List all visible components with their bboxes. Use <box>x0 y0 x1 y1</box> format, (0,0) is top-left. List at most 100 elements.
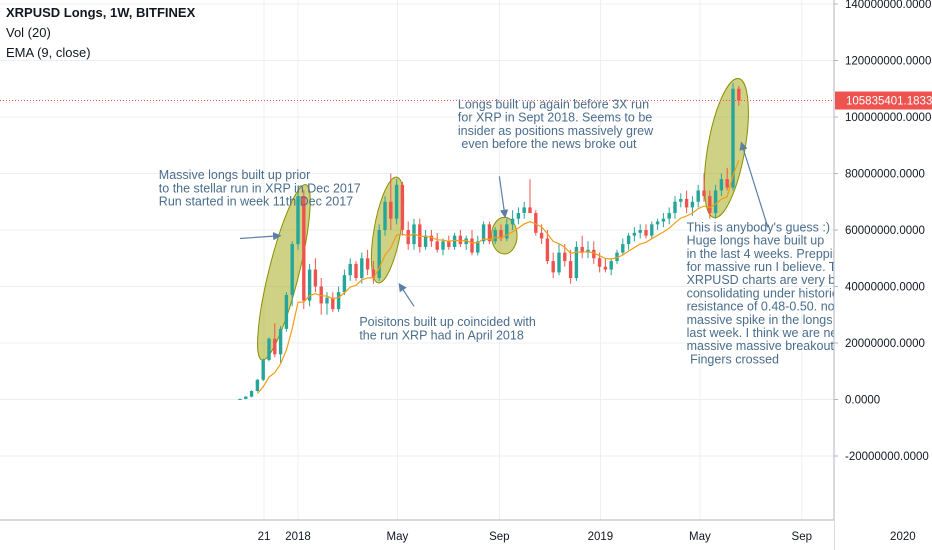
x-tick-label: May <box>689 531 711 543</box>
annotation-arrow <box>739 141 769 228</box>
annotation-line: Massive longs built up prior <box>159 168 310 182</box>
candle-body <box>719 179 724 191</box>
candle-body <box>348 263 352 276</box>
candle-body <box>731 88 735 188</box>
annotation-line: even before the news broke out <box>458 137 637 151</box>
candle-body <box>429 235 434 242</box>
candle-body <box>708 196 712 214</box>
candle-body <box>365 258 370 270</box>
candle-body <box>545 238 550 262</box>
candle-body <box>725 179 729 188</box>
candle-body <box>470 238 474 253</box>
candle-body <box>383 201 387 230</box>
annotation-line: for XRP in Sept 2018. Seems to be <box>458 111 652 125</box>
candle-body <box>406 230 410 245</box>
candle-body <box>267 338 271 360</box>
ema-line <box>256 160 740 394</box>
candle-body <box>574 246 579 279</box>
annotation-line: Longs built up again before 3X run <box>458 98 649 112</box>
annotation-arrow <box>498 176 509 219</box>
candle-body <box>568 261 573 279</box>
y-tick-label: 140000000.0000 <box>845 0 931 11</box>
y-tick-label: 0.0000 <box>845 395 880 407</box>
candle-body <box>360 258 364 279</box>
candle-body <box>278 328 283 355</box>
annotation-line: last week. I think we are near to <box>687 326 863 340</box>
candle-body <box>667 213 671 219</box>
candle-body <box>244 396 248 399</box>
candle-body <box>423 235 428 247</box>
x-tick-label: 2020 <box>890 531 916 543</box>
x-tick-label: Sep <box>792 531 812 543</box>
candle-body <box>319 286 323 304</box>
candle-body <box>354 263 358 279</box>
candle-body <box>737 88 741 101</box>
candle-body <box>481 224 486 242</box>
price-scale-bg <box>834 0 932 550</box>
candle-body <box>371 269 376 279</box>
candle-body <box>505 224 509 239</box>
candle-body <box>539 232 544 239</box>
y-tick-label: 20000000.0000 <box>845 338 925 350</box>
candle-body <box>493 230 497 242</box>
annotation-line: massive spike in the longs built just <box>687 313 883 327</box>
candle-body <box>650 224 654 236</box>
candle-body <box>696 190 700 202</box>
indicator-ema-label[interactable]: EMA (9, close) <box>6 45 91 60</box>
candle-body <box>603 266 608 270</box>
candle-body <box>702 190 706 197</box>
candle-body <box>435 241 439 250</box>
indicator-vol-label[interactable]: Vol (20) <box>6 25 51 40</box>
candle-body <box>400 184 405 230</box>
candle-body <box>487 224 492 242</box>
y-tick-label: 100000000.0000 <box>845 112 931 124</box>
candle-body <box>499 230 503 239</box>
candle-body <box>342 275 347 293</box>
candle-body <box>673 201 677 214</box>
candle-body <box>418 224 422 247</box>
candle-body <box>296 196 300 245</box>
candle-body <box>638 230 642 233</box>
candle-body <box>510 218 515 225</box>
candle-body <box>389 201 393 219</box>
candle-body <box>476 241 480 253</box>
annotation-line: resistance of 0.48-0.50. notice the <box>687 300 875 314</box>
candle-body <box>441 241 445 250</box>
candle-body <box>690 201 695 208</box>
annotation-arrows <box>239 141 769 307</box>
candle-body <box>447 241 451 247</box>
candle-body <box>684 198 689 208</box>
x-tick-label: 2018 <box>285 531 311 543</box>
annotation-line: consolidating under historical <box>687 286 848 300</box>
x-tick-label: May <box>387 531 409 543</box>
annotation-line: Run started in week 11th Dec 2017 <box>159 195 353 209</box>
candle-body <box>626 235 631 245</box>
candle-body <box>516 213 521 219</box>
candle-body <box>377 230 381 279</box>
candle-body <box>249 391 254 397</box>
candle-body <box>290 244 294 295</box>
candle-body <box>528 207 532 214</box>
candle-body <box>313 269 318 287</box>
annotation-line: for massive run I believe. TA wise <box>687 260 872 274</box>
candle-body <box>325 297 329 304</box>
candle-body <box>255 379 260 392</box>
candle-body <box>713 190 718 214</box>
candle-body <box>534 213 538 233</box>
candle-body <box>557 252 561 273</box>
candle-body <box>597 258 602 267</box>
candle-body <box>261 359 265 380</box>
annotation-line: Fingers crossed <box>687 352 779 366</box>
chart-title[interactable]: XRPUSD Longs, 1W, BITFINEX <box>6 5 196 20</box>
candle-body <box>307 269 312 301</box>
candle-body <box>452 235 457 247</box>
candle-body <box>655 221 660 225</box>
y-tick-label: 60000000.0000 <box>845 225 925 237</box>
candle-body <box>592 249 596 259</box>
candle-body <box>302 196 306 301</box>
annotation-line: in the last 4 weeks. Prepping up <box>687 247 864 261</box>
candle-body <box>458 235 463 245</box>
highlight-ellipse <box>703 77 749 219</box>
